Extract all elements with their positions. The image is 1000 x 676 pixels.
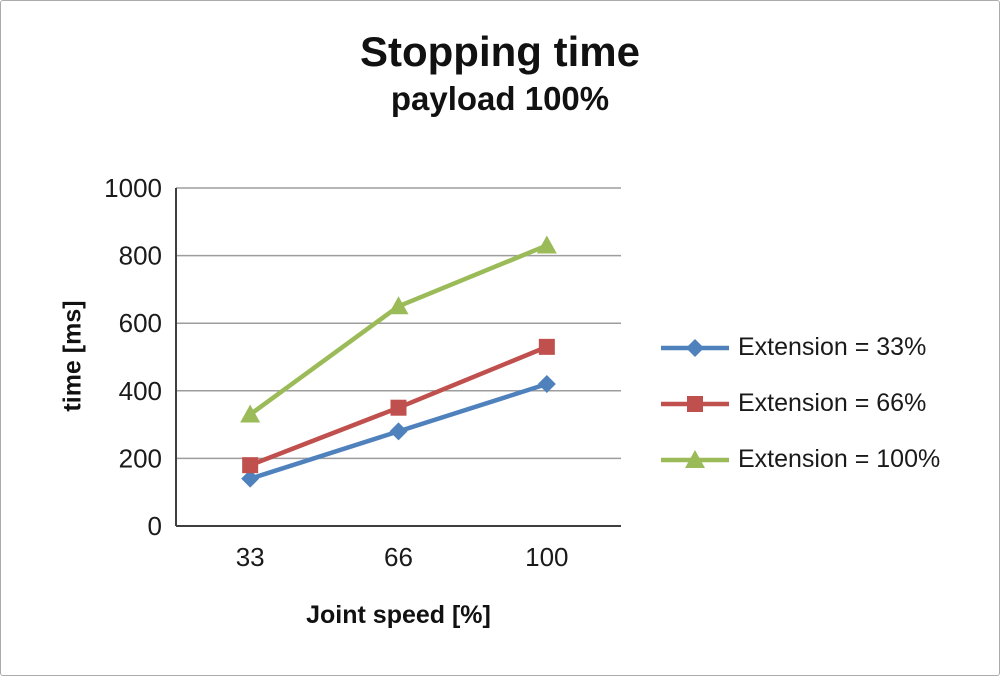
legend-marker-triangle-icon: [661, 449, 729, 468]
y-tick-label: 800: [119, 241, 162, 271]
legend-item: Extension = 66%: [661, 389, 940, 418]
legend-item: Extension = 100%: [661, 445, 940, 474]
chart-subtitle: payload 100%: [390, 80, 610, 118]
y-tick-label: 200: [119, 443, 162, 473]
y-tick-label: 600: [119, 308, 162, 338]
legend: Extension = 33% Extension = 66% Extension …: [661, 333, 940, 474]
x-axis-title: Joint speed [%]: [306, 601, 491, 629]
legend-item: Extension = 33%: [661, 333, 940, 362]
legend-marker-square-icon: [661, 395, 729, 412]
x-tick-label: 100: [525, 542, 568, 572]
legend-label: Extension = 66%: [738, 389, 927, 417]
title-block: Stopping time payload 100%: [1, 27, 999, 119]
legend-marker-diamond-icon: [661, 338, 729, 357]
legend-label: Extension = 100%: [738, 445, 941, 473]
y-axis-title: time [ms]: [58, 300, 87, 412]
legend-label: Extension = 33%: [738, 333, 927, 361]
y-tick-label: 400: [119, 376, 162, 406]
x-tick-label: 33: [236, 542, 265, 572]
y-tick-label: 1000: [104, 173, 162, 203]
chart-title: Stopping time: [360, 28, 640, 75]
y-tick-label: 0: [148, 511, 162, 541]
x-tick-label: 66: [384, 542, 413, 572]
plot-area: 0 200 400 600 800 1000 33 66 100: [104, 173, 621, 572]
